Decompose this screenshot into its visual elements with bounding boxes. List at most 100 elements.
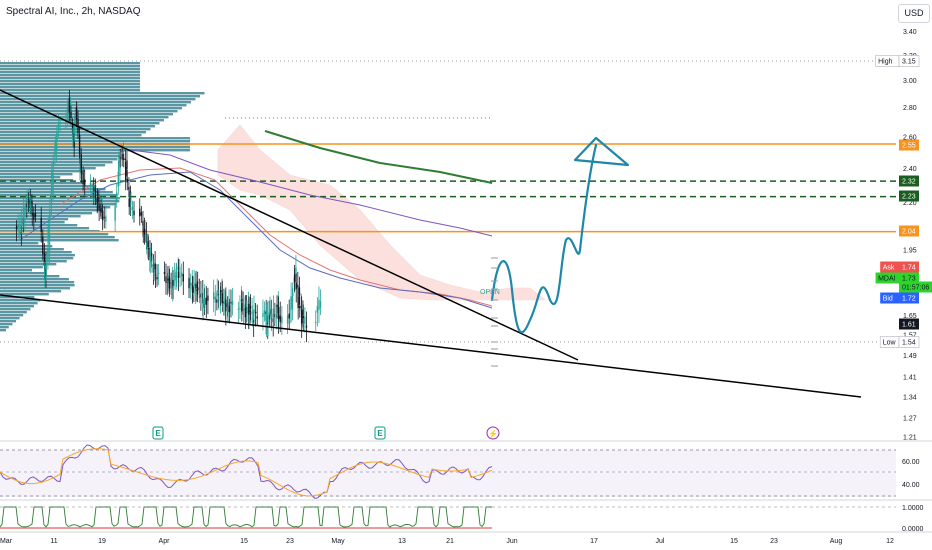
x-tick-label: 19 bbox=[98, 538, 106, 545]
candle-body bbox=[244, 308, 247, 318]
event-markers[interactable]: E E ⚡ bbox=[152, 426, 500, 440]
price-label: 01:57:06 bbox=[902, 285, 929, 292]
volume-profile-bar bbox=[0, 170, 85, 173]
trendlines[interactable] bbox=[0, 89, 862, 398]
candle-body bbox=[124, 166, 127, 180]
volume-profile-bar bbox=[0, 182, 86, 185]
candle-body bbox=[251, 318, 254, 320]
time-axis[interactable]: Mar 11 19 Apr 15 23 May 13 21 Jun 17 Jul 15 23 Aug 12 bbox=[0, 538, 894, 545]
candle-body bbox=[51, 171, 53, 179]
y-tick-label: 1.21 bbox=[903, 435, 917, 442]
volume-profile-bar bbox=[0, 62, 140, 65]
volume-profile-bar bbox=[0, 242, 39, 245]
x-tick-label: 13 bbox=[398, 538, 406, 545]
ichimoku-cloud-area bbox=[217, 124, 546, 301]
y-tick-label: 3.00 bbox=[903, 78, 917, 85]
candle-body bbox=[139, 208, 141, 217]
candle-body bbox=[214, 296, 216, 303]
oscillator-line bbox=[0, 506, 492, 528]
chart-title: Spectral AI, Inc., 2h, NASDAQ bbox=[6, 6, 141, 17]
price-label: 1.74 bbox=[902, 265, 916, 272]
price-label-bg bbox=[899, 139, 919, 151]
oscillator-tick-label: 0.0000 bbox=[902, 526, 924, 533]
candle-body bbox=[47, 224, 49, 239]
volume-profile-bar bbox=[0, 293, 49, 296]
horizontal-levels[interactable] bbox=[0, 60, 896, 343]
candle-body bbox=[154, 274, 157, 276]
volume-profile-bar bbox=[0, 299, 41, 302]
candle-body bbox=[179, 275, 181, 277]
price-label: 1.54 bbox=[902, 340, 916, 347]
price-axis-labels: High 3.15 2.55 2.32 2.23 2.04 Ask 1.74 MDAI 1.73 0… bbox=[875, 55, 932, 348]
candle-body bbox=[302, 316, 304, 319]
candle-body bbox=[195, 283, 197, 289]
candle-body bbox=[286, 315, 289, 324]
projection-path[interactable]: OPEN bbox=[480, 136, 630, 367]
candle-body bbox=[79, 168, 81, 171]
price-label: 1.61 bbox=[902, 322, 916, 329]
volume-profile-bar bbox=[0, 95, 200, 98]
price-label-prefix: High bbox=[878, 59, 893, 66]
volume-profile-bar bbox=[0, 266, 43, 269]
x-tick-label: 21 bbox=[446, 538, 454, 545]
candle-body bbox=[295, 282, 297, 290]
volume-profile-bar bbox=[0, 158, 118, 161]
candle-body bbox=[298, 287, 301, 296]
volume-profile-bar bbox=[0, 302, 38, 305]
volume-profile-bar bbox=[0, 155, 120, 158]
candle-body bbox=[196, 282, 199, 284]
volume-profile-bar bbox=[0, 224, 78, 227]
candle-body bbox=[34, 213, 37, 217]
volume-profile-bar bbox=[0, 245, 53, 248]
volume-profile-bar bbox=[0, 92, 205, 95]
price-label: 2.32 bbox=[902, 179, 916, 186]
candle-body bbox=[295, 267, 297, 277]
candle-body bbox=[52, 173, 54, 194]
candle-body bbox=[276, 304, 278, 307]
rsi-tick-label: 60.00 bbox=[902, 459, 920, 466]
candle-body bbox=[22, 207, 25, 219]
x-tick-label: May bbox=[331, 538, 345, 545]
price-candles bbox=[15, 89, 322, 343]
y-tick-label: 2.80 bbox=[903, 105, 917, 112]
y-tick-label: 2.20 bbox=[903, 200, 917, 207]
candle-body bbox=[274, 314, 276, 316]
candle-body bbox=[220, 289, 222, 293]
currency-button[interactable]: USD bbox=[898, 4, 930, 23]
volume-profile-bar bbox=[0, 239, 119, 242]
candle-body bbox=[265, 314, 268, 324]
candle-body bbox=[188, 277, 190, 289]
oscillator-tick-label: 1.0000 bbox=[902, 505, 924, 512]
x-tick-label: Jul bbox=[656, 538, 665, 545]
candle-body bbox=[24, 205, 26, 210]
ma-short-line bbox=[59, 167, 493, 307]
candle-body bbox=[24, 219, 26, 224]
candle-body bbox=[304, 316, 306, 324]
candle-body bbox=[45, 264, 48, 269]
volume-profile-bar bbox=[0, 311, 27, 314]
candle-body bbox=[230, 302, 232, 304]
candle-body bbox=[231, 300, 234, 305]
y-tick-label: 2.60 bbox=[903, 134, 917, 141]
price-label-bg bbox=[899, 281, 932, 293]
volume-profile-bar bbox=[0, 116, 169, 119]
volume-profile-bar bbox=[0, 137, 190, 140]
candle-body bbox=[72, 134, 74, 142]
candle-body bbox=[191, 285, 194, 293]
volume-profile-bar bbox=[0, 110, 178, 113]
price-label-bg bbox=[898, 55, 920, 67]
candle-body bbox=[168, 277, 171, 289]
rsi-tick-label: 40.00 bbox=[902, 482, 920, 489]
volume-profile-bar bbox=[0, 203, 117, 206]
projection-line bbox=[490, 143, 598, 334]
candle-body bbox=[193, 282, 195, 287]
volume-profile-bar bbox=[0, 98, 196, 101]
volume-profile-bar bbox=[0, 278, 69, 281]
volume-profile-bar bbox=[0, 200, 120, 203]
axis-separators bbox=[0, 440, 932, 533]
earnings-marker-label: E bbox=[377, 429, 383, 438]
candle-body bbox=[239, 308, 241, 310]
volume-profile-bar bbox=[0, 281, 75, 284]
earnings-marker bbox=[374, 426, 386, 440]
